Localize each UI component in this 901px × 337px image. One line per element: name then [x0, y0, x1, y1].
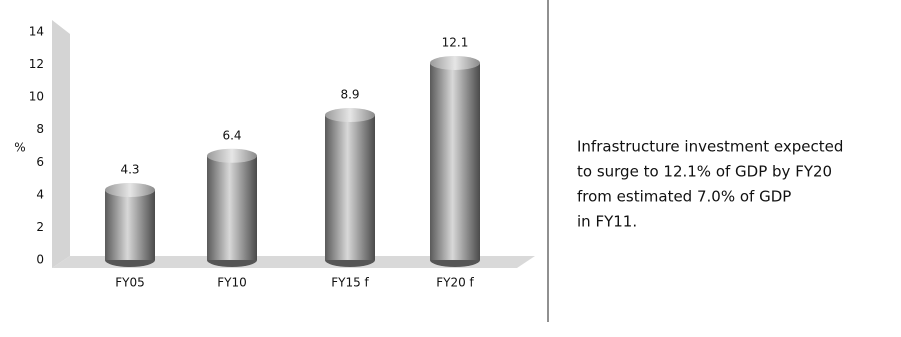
x-tick-label: FY15 f	[331, 276, 369, 290]
x-tick-label: FY20 f	[436, 276, 474, 290]
value-label: 4.3	[120, 162, 139, 176]
y-tick-label: 10	[29, 90, 44, 104]
bar-top	[430, 55, 480, 70]
annotation-line: in FY11.	[577, 213, 637, 231]
floor	[52, 256, 535, 268]
bar-top	[207, 148, 257, 163]
x-tick-label: FY05	[115, 276, 145, 290]
value-label: 12.1	[442, 35, 469, 49]
bar-top	[325, 108, 375, 123]
y-tick-label: 12	[29, 57, 44, 71]
back-wall	[52, 20, 70, 268]
bar	[105, 189, 155, 260]
y-tick-label: 8	[36, 122, 44, 136]
bar	[207, 155, 257, 260]
bar-top	[105, 182, 155, 197]
value-label: 6.4	[222, 128, 241, 142]
y-axis-label: %	[14, 141, 25, 155]
y-tick-label: 0	[36, 253, 44, 267]
bar	[430, 62, 480, 260]
bar	[325, 115, 375, 260]
y-tick-label: 2	[36, 220, 44, 234]
annotation-line: from estimated 7.0% of GDP	[577, 188, 791, 206]
y-tick-label: 6	[36, 155, 44, 169]
x-tick-label: FY10	[217, 276, 247, 290]
y-tick-label: 4	[36, 187, 44, 201]
annotation-line: to surge to 12.1% of GDP by FY20	[577, 163, 832, 181]
annotation-line: Infrastructure investment expected	[577, 138, 843, 156]
y-tick-label: 14	[29, 25, 44, 39]
value-label: 8.9	[340, 88, 359, 102]
